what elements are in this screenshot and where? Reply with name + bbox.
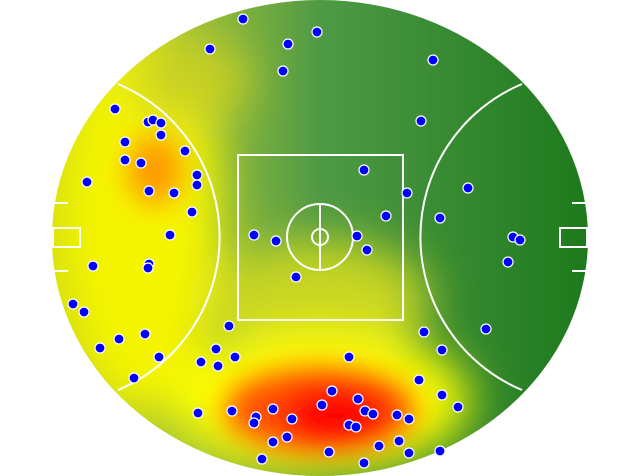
point: [67, 298, 79, 310]
point: [135, 157, 147, 169]
point: [119, 154, 131, 166]
point: [436, 344, 448, 356]
point: [267, 403, 279, 415]
point: [316, 399, 328, 411]
point: [403, 413, 415, 425]
point: [401, 187, 413, 199]
point: [128, 372, 140, 384]
point: [119, 136, 131, 148]
point: [413, 374, 425, 386]
point: [164, 229, 176, 241]
point: [155, 129, 167, 141]
point: [248, 417, 260, 429]
point: [434, 212, 446, 224]
point: [427, 54, 439, 66]
point: [143, 185, 155, 197]
point: [168, 187, 180, 199]
point: [226, 405, 238, 417]
point: [210, 343, 222, 355]
point: [462, 182, 474, 194]
point: [350, 421, 362, 433]
point: [358, 457, 370, 469]
point: [282, 38, 294, 50]
point: [403, 447, 415, 459]
point: [323, 446, 335, 458]
point: [78, 306, 90, 318]
point: [281, 431, 293, 443]
point: [223, 320, 235, 332]
point: [290, 271, 302, 283]
point: [361, 244, 373, 256]
point: [311, 26, 323, 38]
point: [277, 65, 289, 77]
point: [502, 256, 514, 268]
point: [113, 333, 125, 345]
point: [286, 413, 298, 425]
point: [418, 326, 430, 338]
point: [186, 206, 198, 218]
point: [393, 435, 405, 447]
point: [380, 210, 392, 222]
point: [192, 407, 204, 419]
point: [256, 453, 268, 465]
point: [204, 43, 216, 55]
point: [153, 351, 165, 363]
point: [191, 169, 203, 181]
point: [94, 342, 106, 354]
point: [358, 164, 370, 176]
point: [237, 13, 249, 25]
point: [326, 385, 338, 397]
point: [109, 103, 121, 115]
point: [367, 408, 379, 420]
point: [142, 262, 154, 274]
point: [480, 323, 492, 335]
point: [373, 440, 385, 452]
point: [436, 389, 448, 401]
point: [212, 360, 224, 372]
point: [191, 179, 203, 191]
point: [139, 328, 151, 340]
point: [391, 409, 403, 421]
point: [415, 115, 427, 127]
point: [229, 351, 241, 363]
point: [434, 445, 446, 457]
point: [87, 260, 99, 272]
point: [352, 393, 364, 405]
point: [155, 117, 167, 129]
point: [195, 356, 207, 368]
point: [270, 235, 282, 247]
point: [452, 401, 464, 413]
point: [81, 176, 93, 188]
point: [343, 351, 355, 363]
point: [351, 230, 363, 242]
point: [514, 234, 526, 246]
point: [179, 145, 191, 157]
point: [248, 229, 260, 241]
point: [267, 436, 279, 448]
